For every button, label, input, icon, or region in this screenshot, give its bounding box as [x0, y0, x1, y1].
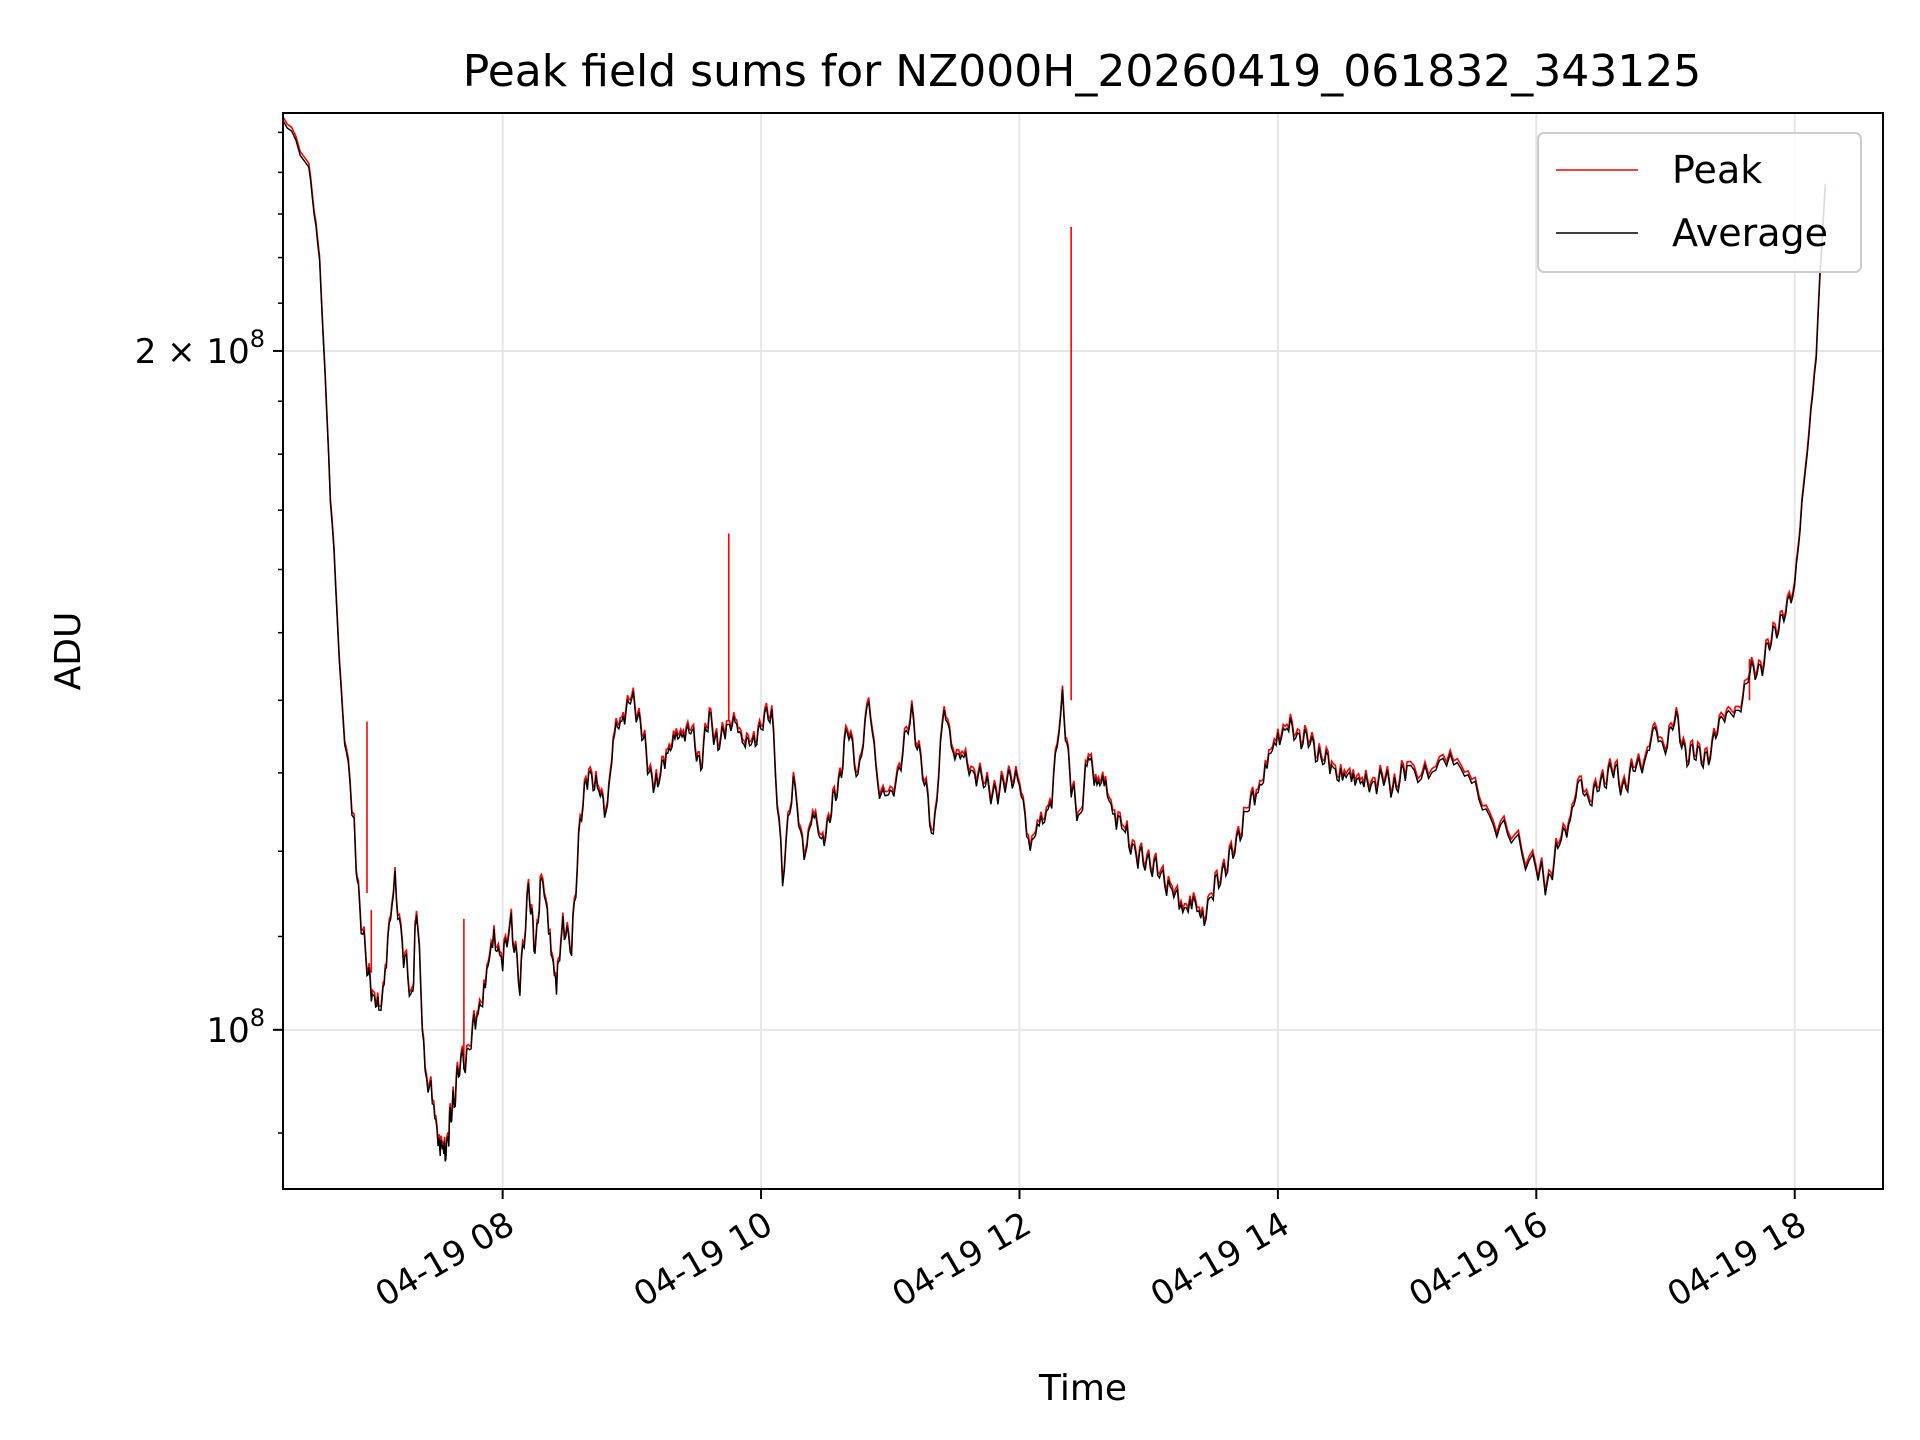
legend-box	[1537, 132, 1862, 273]
grid	[283, 113, 1883, 1189]
series-layer	[282, 116, 1826, 1162]
legend-average-label: Average	[1672, 211, 1828, 255]
legend-peak-label: Peak	[1672, 148, 1762, 192]
y-axis: 2 × 108 108	[135, 131, 283, 1134]
y-tick-label: 2 × 108	[135, 325, 265, 372]
y-tick-label: 108	[206, 1004, 265, 1051]
legend: Peak Average	[1537, 132, 1862, 273]
chart-title: Peak field sums for NZ000H_20260419_0618…	[463, 46, 1701, 97]
x-axis-label: Time	[1038, 1368, 1127, 1409]
y-axis-label: ADU	[48, 612, 89, 691]
plot-frame	[282, 112, 1884, 1190]
series-average-line	[282, 120, 1826, 1162]
